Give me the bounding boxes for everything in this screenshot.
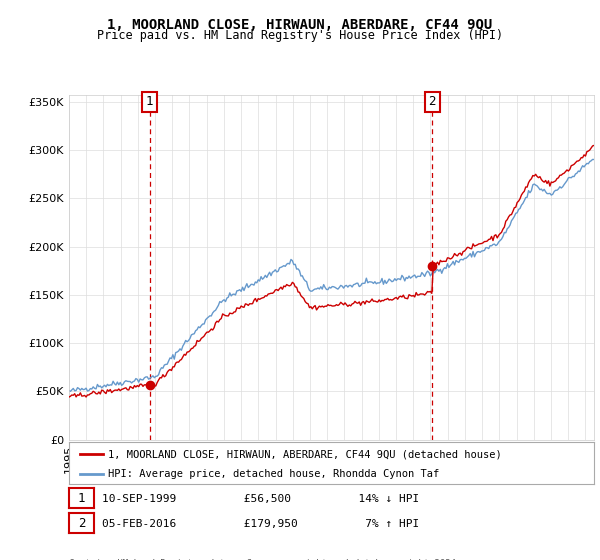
Text: Contains HM Land Registry data © Crown copyright and database right 2024.
This d: Contains HM Land Registry data © Crown c… (69, 559, 461, 560)
Text: Price paid vs. HM Land Registry's House Price Index (HPI): Price paid vs. HM Land Registry's House … (97, 29, 503, 42)
Text: HPI: Average price, detached house, Rhondda Cynon Taf: HPI: Average price, detached house, Rhon… (109, 469, 440, 479)
Text: 1, MOORLAND CLOSE, HIRWAUN, ABERDARE, CF44 9QU: 1, MOORLAND CLOSE, HIRWAUN, ABERDARE, CF… (107, 18, 493, 32)
Text: 1: 1 (146, 95, 154, 109)
Text: 05-FEB-2016          £179,950          7% ↑ HPI: 05-FEB-2016 £179,950 7% ↑ HPI (102, 519, 419, 529)
Text: 10-SEP-1999          £56,500          14% ↓ HPI: 10-SEP-1999 £56,500 14% ↓ HPI (102, 494, 419, 504)
Text: 1, MOORLAND CLOSE, HIRWAUN, ABERDARE, CF44 9QU (detached house): 1, MOORLAND CLOSE, HIRWAUN, ABERDARE, CF… (109, 449, 502, 459)
Text: 2: 2 (78, 516, 85, 530)
Text: 2: 2 (428, 95, 436, 109)
Text: 1: 1 (78, 492, 85, 505)
